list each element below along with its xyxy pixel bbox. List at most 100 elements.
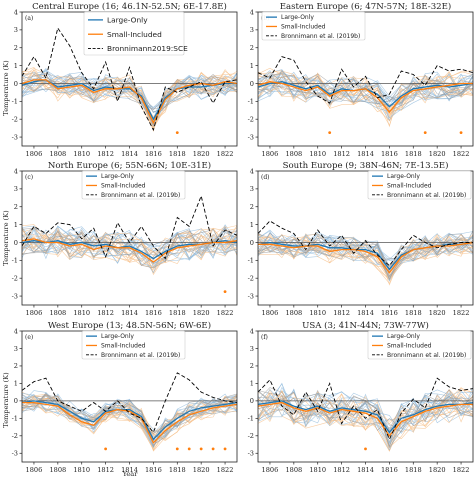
legend-entry: Small-Included: [101, 183, 146, 190]
legend-box: [367, 170, 472, 200]
station-line: [22, 227, 237, 265]
ensemble-member-line: [22, 69, 237, 123]
x-tick-label: 1814: [357, 150, 374, 158]
significance-marker: [175, 447, 179, 451]
y-tick-label: 2: [250, 44, 254, 52]
y-tick-label: 4: [14, 327, 18, 335]
significance-marker: [223, 447, 227, 451]
x-tick-label: 1816: [381, 466, 398, 474]
y-tick-label: 3: [14, 185, 18, 193]
y-tick-label: -3: [248, 450, 254, 458]
significance-marker: [104, 447, 108, 451]
ensemble-member-line: [258, 391, 473, 452]
x-tick-label: 1822: [453, 466, 470, 474]
y-tick-label: 0: [14, 80, 18, 88]
legend-entry: Large-Only: [387, 173, 420, 180]
y-tick-label: 0: [14, 397, 18, 405]
panel-title: North Europe (6; 55N-66N; 10E-31E): [48, 160, 211, 171]
y-tick-label: 1: [250, 62, 254, 70]
x-tick-label: 1808: [49, 309, 66, 317]
ensemble-member-line: [258, 75, 473, 110]
plot-area: [258, 220, 473, 286]
station-line: [258, 72, 473, 111]
ensemble-member-line: [22, 226, 237, 268]
ensemble-member-line: [258, 234, 473, 270]
ensemble-member-line: [22, 394, 237, 434]
ensemble-member-line: [258, 382, 473, 448]
y-tick-label: 2: [250, 203, 254, 211]
x-tick-label: 1814: [121, 309, 138, 317]
legend-entry: Small-Included: [281, 24, 326, 31]
y-tick-label: 3: [14, 345, 18, 353]
legend-entry: Small-Included: [387, 343, 432, 350]
legend-box: [81, 330, 186, 360]
x-tick-label: 1818: [405, 150, 422, 158]
ensemble-member-line: [258, 237, 473, 268]
x-tick-label: 1808: [49, 466, 66, 474]
panel-5: West Europe (13; 48.5N-56N; 6W-6E) -3 -2 -1…: [12, 320, 238, 474]
panel-title: Eastern Europe (6; 47N-57N; 18E-32E): [280, 1, 452, 12]
ensemble-member-line: [22, 71, 237, 122]
ensemble-member-line: [22, 393, 237, 448]
ensemble-member-line: [258, 73, 473, 122]
ensemble-member-line: [22, 228, 237, 266]
series-line-0: [258, 400, 473, 434]
x-tick-label: 1822: [217, 150, 234, 158]
significance-marker: [459, 131, 463, 135]
x-tick-label: 1814: [121, 466, 138, 474]
y-tick-label: -1: [12, 415, 18, 423]
station-line: [22, 394, 237, 440]
ensemble-member-line: [22, 226, 237, 269]
x-tick-label: 1822: [453, 150, 470, 158]
station-line: [22, 230, 237, 263]
x-tick-label: 1810: [73, 309, 90, 317]
x-tick-label: 1812: [333, 466, 350, 474]
y-tick-label: -1: [248, 98, 254, 106]
panel-title: South Europe (9; 38N-46N; 7E-13.5E): [283, 160, 449, 171]
ensemble-member-line: [22, 397, 237, 449]
x-tick-label: 1808: [49, 150, 66, 158]
y-tick-label: 1: [14, 221, 18, 229]
station-line: [258, 396, 473, 432]
significance-marker: [223, 290, 227, 293]
station-line: [258, 232, 473, 277]
x-tick-label: 1810: [73, 466, 90, 474]
station-line: [258, 233, 473, 264]
station-line: [22, 74, 237, 123]
ensemble-member-line: [22, 229, 237, 269]
y-tick-label: 0: [250, 80, 254, 88]
y-tick-label: 0: [250, 397, 254, 405]
legend-entry: Large-Only: [101, 333, 134, 340]
panel-title: Central Europe (16; 46.1N-52.5N; 6E-17.8…: [32, 1, 227, 12]
legend-entry: Small-Included: [387, 183, 432, 190]
significance-marker: [187, 447, 191, 451]
legend-box: [261, 11, 366, 41]
legend-entry: Bronnimann et al. (2019b): [387, 352, 466, 359]
x-tick-label: 1806: [26, 150, 43, 158]
y-tick-label: -3: [12, 292, 18, 300]
y-tick-label: 2: [14, 362, 18, 370]
x-tick-label: 1810: [73, 150, 90, 158]
station-line: [22, 75, 237, 113]
series-line-0: [22, 400, 237, 441]
ensemble-member-line: [258, 388, 473, 425]
ensemble-member-line: [22, 228, 237, 257]
y-tick-label: 0: [14, 239, 18, 247]
x-tick-label: 1810: [309, 150, 326, 158]
station-line: [258, 75, 473, 106]
legend-entry: Bronnimann2019:SCE: [107, 44, 188, 53]
ensemble-member-line: [22, 226, 237, 264]
legend-entry: Large-Only: [101, 173, 134, 180]
panel-label: (f): [261, 334, 268, 341]
y-tick-label: -2: [12, 432, 18, 440]
x-tick-label: 1816: [145, 309, 162, 317]
series-line-1: [22, 401, 237, 444]
significance-marker: [423, 131, 427, 135]
legend-entry: Large-Only: [107, 15, 148, 24]
x-tick-label: 1812: [97, 466, 114, 474]
x-tick-label: 1822: [217, 309, 234, 317]
y-tick-label: -3: [12, 450, 18, 458]
x-tick-label: 1808: [285, 150, 302, 158]
y-tick-label: 3: [250, 345, 254, 353]
